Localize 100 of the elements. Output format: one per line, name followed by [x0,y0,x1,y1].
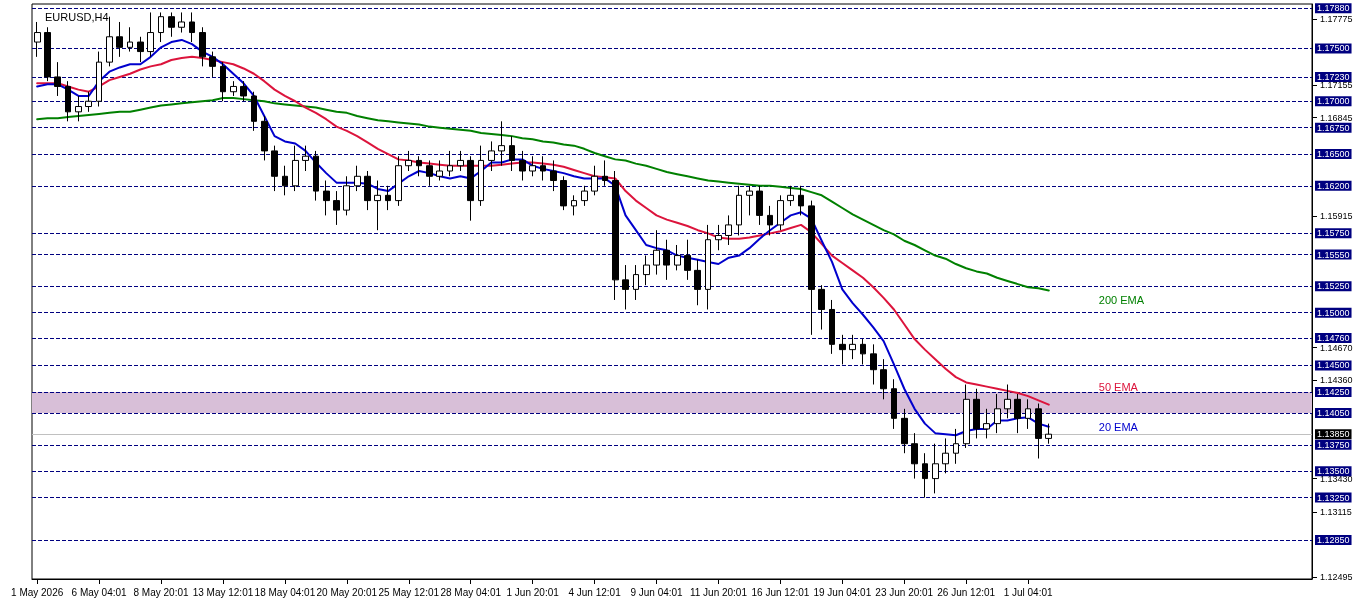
candlestick [416,155,422,177]
candlestick [467,155,474,222]
x-tick-label: 20 May 20:01 [316,586,378,598]
y-tick-label: 1.17155 [1320,79,1353,90]
candlestick [963,384,970,449]
line-series [36,97,1050,292]
ref-line-label: 1.17500 [1317,43,1350,54]
x-tick-label: 18 May 04:01 [254,586,316,598]
candlestick [983,408,990,439]
candlestick [643,255,650,286]
candlestick [354,165,361,192]
candlestick [725,214,732,246]
candlestick [65,80,71,122]
candlestick [374,180,381,231]
candlestick [498,120,505,167]
candlestick [953,428,959,465]
candlestick [168,11,175,38]
ref-line-label: 1.15750 [1317,228,1350,239]
ref-line-label: 1.13750 [1317,439,1350,450]
candlestick [333,190,340,226]
candlestick [705,224,711,310]
ref-line-label: 1.17880 [1317,3,1350,14]
candlestick [694,259,701,306]
y-tick-label: 1.15915 [1320,210,1353,221]
candlestick [736,185,742,236]
candlestick [622,264,629,310]
candlestick [901,408,908,454]
candlestick [282,165,288,196]
candlestick [209,51,216,78]
x-tick-label: 28 May 04:01 [440,586,502,598]
candlestick [891,378,897,430]
candlestick [478,145,484,207]
candlestick [1045,423,1052,445]
candlestick [550,159,557,192]
candlestick [178,11,185,34]
candlestick [85,91,92,113]
x-tick-label: 19 Jun 04:01 [813,586,872,598]
x-tick-label: 13 May 12:01 [192,586,254,598]
x-tick-label: 1 May 2026 [11,586,64,598]
y-tick-label: 1.17775 [1320,14,1353,25]
candlestick [343,175,350,216]
candlestick [147,11,154,58]
candlestick [302,145,309,172]
candlestick [509,135,515,172]
candlestick [829,299,835,355]
candlestick [364,170,371,211]
candlestick [199,26,206,67]
x-tick-label: 4 Jun 12:01 [568,586,622,598]
candlestick [240,80,247,102]
candlestick [189,11,195,43]
candlestick [395,155,402,207]
y-tick-label: 1.16845 [1320,112,1353,123]
candlestick [746,185,753,216]
candlestick [137,36,144,63]
candlestick [1025,398,1031,430]
candlestick [323,180,330,216]
y-tick-label: 1.12495 [1320,572,1353,583]
y-tick-label: 1.14670 [1320,342,1353,353]
candlestick [560,175,567,211]
candlestick [34,21,41,58]
candlestick [529,155,536,177]
x-tick-label: 23 Jun 20:01 [875,586,934,598]
candlestick [839,334,846,365]
candlestick [271,145,278,192]
ref-line-label: 1.16200 [1317,180,1350,191]
candlestick [447,150,453,177]
candlestick [313,150,319,202]
ref-line-label: 1.15000 [1317,307,1350,318]
candlestick [777,194,784,231]
candlestick [808,200,815,336]
candlestick [767,205,773,236]
ref-line-label: 1.12850 [1317,534,1350,545]
candlestick [75,95,82,122]
candlestick [405,150,412,172]
candlestick [633,264,639,301]
ref-line-label: 1.17000 [1317,96,1350,107]
candlestick [54,61,61,97]
candlestick [922,452,928,499]
x-tick-label: 1 Jul 04:01 [1003,586,1054,598]
ref-line-label: 1.16500 [1317,149,1350,160]
candlestick [942,437,949,474]
y-tick-label: 1.14360 [1320,375,1353,386]
candlestick [96,51,102,108]
candlestick [426,159,433,187]
ref-line-label: 1.13250 [1317,492,1350,503]
candlestick [591,165,598,196]
ref-line-label: 1.14760 [1317,333,1350,344]
candlestick [251,91,257,132]
candlestick [1014,393,1021,434]
candlestick [860,338,866,365]
candlestick [436,159,443,182]
candlestick [674,244,681,271]
candlestick [684,239,691,281]
candlestick [385,185,391,211]
candlestick [994,393,1001,434]
candlestick [602,159,608,187]
x-tick-label: 25 May 12:01 [378,586,440,598]
x-tick-label: 16 Jun 12:01 [751,586,810,598]
candlestick [44,26,51,82]
candlestick [911,432,918,480]
